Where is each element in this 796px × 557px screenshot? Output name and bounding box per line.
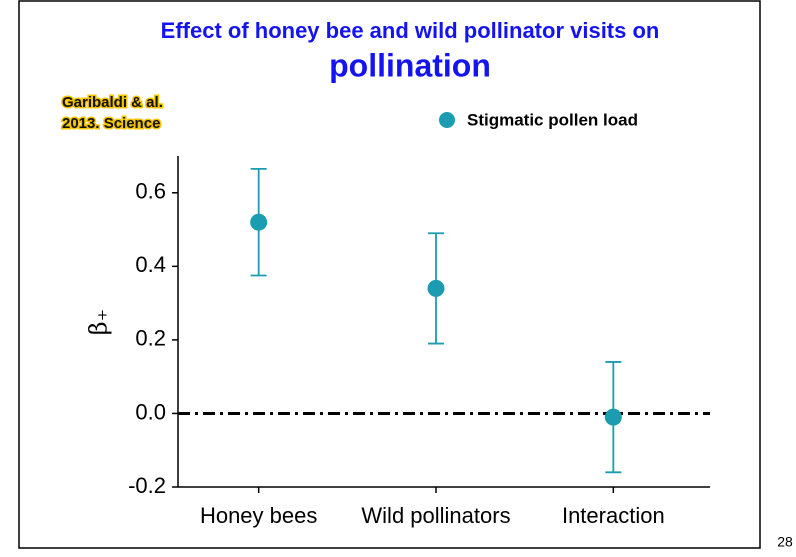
point bbox=[604, 408, 622, 426]
x-tick-label: Honey bees bbox=[200, 503, 317, 528]
y-axis-label: β₊ bbox=[85, 309, 113, 336]
x-tick-label: Interaction bbox=[562, 503, 665, 528]
x-tick-label: Wild pollinators bbox=[361, 503, 510, 528]
citation: Garibaldi & al. 2013. Science bbox=[61, 92, 165, 133]
y-tick-label: -0.2 bbox=[128, 473, 166, 498]
citation-line: 2013. Science bbox=[62, 115, 160, 132]
point bbox=[250, 213, 268, 231]
slide-frame bbox=[18, 0, 761, 549]
chart-subtitle: pollination bbox=[329, 47, 491, 83]
y-tick-label: 0.0 bbox=[135, 399, 166, 424]
y-tick-label: 0.4 bbox=[135, 252, 166, 277]
point bbox=[427, 279, 445, 297]
y-tick-label: 0.6 bbox=[135, 179, 166, 204]
citation-line: Garibaldi & al. bbox=[62, 94, 163, 111]
y-tick-label: 0.2 bbox=[135, 326, 166, 351]
legend-label: Stigmatic pollen load bbox=[467, 110, 638, 129]
chart-title: Effect of honey bee and wild pollinator … bbox=[161, 18, 660, 43]
page-number: 28 bbox=[777, 534, 793, 550]
legend-marker bbox=[439, 112, 455, 128]
